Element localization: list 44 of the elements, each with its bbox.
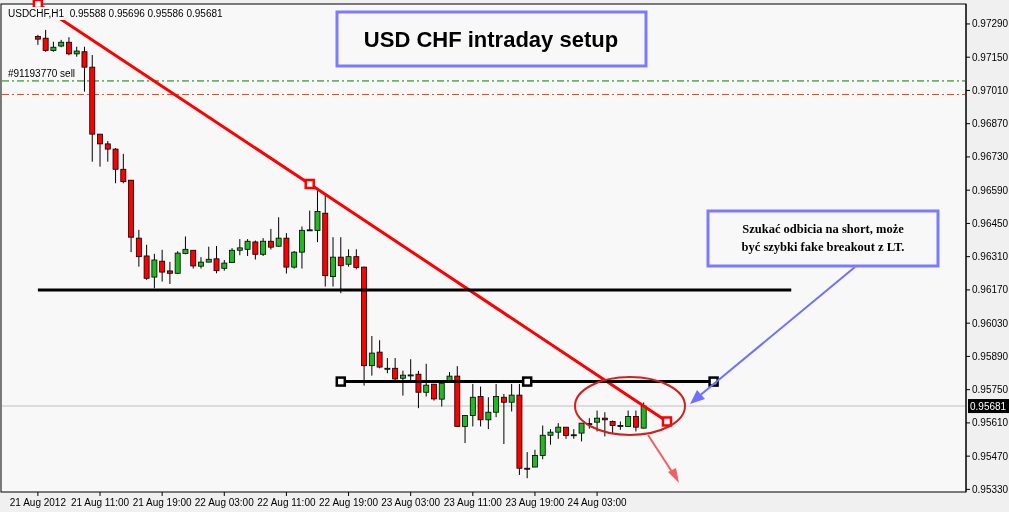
point [521, 376, 533, 387]
x-tick-label: 22 Aug 03:00 [194, 497, 255, 508]
y-tick-label: 0.96170 [972, 284, 1009, 296]
y-tick-label: 0.95750 [972, 384, 1009, 396]
y-tick-label: 0.97010 [972, 84, 1009, 96]
y-tick-label: 0.95330 [972, 483, 1009, 495]
y-tick-label: 0.95470 [972, 450, 1009, 462]
x-tick-label: 21 Aug 2012 [9, 497, 67, 508]
candlestick [97, 133, 103, 168]
annotation: Szukać odbicia na short, może być szybki fake breakout z LT. [741, 222, 905, 254]
x-tick-label: 23 Aug 11:00 [443, 497, 503, 508]
y-tick-label: 0.97150 [972, 51, 1009, 63]
point [335, 376, 347, 387]
x-tick-label: 23 Aug 19:00 [505, 497, 565, 508]
y-tick-label: 0.97290 [972, 18, 1009, 30]
y-tick-label: 0.96310 [972, 251, 1009, 263]
y-tick-label: 0.96870 [972, 118, 1009, 130]
candlestick [594, 410, 601, 432]
ref-line-label: #91193770 sell [8, 67, 76, 79]
point [304, 178, 315, 190]
y-tick-label: 0.95610 [972, 417, 1009, 429]
x-tick-label: 22 Aug 19:00 [319, 497, 379, 508]
ref-line-label: 0.95681 [970, 401, 1007, 413]
candlestick [198, 256, 204, 270]
x-tick-label: 21 Aug 11:00 [70, 497, 130, 508]
candlestick [578, 422, 585, 442]
candlestick [601, 411, 608, 437]
candlestick [462, 415, 468, 444]
point [661, 416, 673, 427]
y-tick-label: 0.96730 [972, 151, 1009, 163]
y-tick-label: 0.96450 [972, 217, 1009, 229]
candlestick [166, 261, 173, 285]
candlestick [632, 410, 639, 432]
y-tick-label: 0.96030 [972, 317, 1009, 329]
x-tick-label: 23 Aug 03:00 [381, 497, 441, 508]
y-tick-label: 0.95890 [972, 350, 1009, 362]
candlestick [640, 401, 647, 430]
x-tick-label: 24 Aug 03:00 [567, 497, 627, 508]
candlestick [299, 226, 305, 270]
x-tick-label: 22 Aug 11:00 [257, 497, 316, 508]
annotation: USDCHF,H1 0.95588 0.95696 0.95586 0.95681 [8, 8, 224, 19]
y-tick-label: 0.96590 [972, 184, 1009, 196]
text: USD CHF intraday setup [363, 27, 619, 52]
x-tick-label: 21 Aug 19:00 [132, 497, 193, 508]
